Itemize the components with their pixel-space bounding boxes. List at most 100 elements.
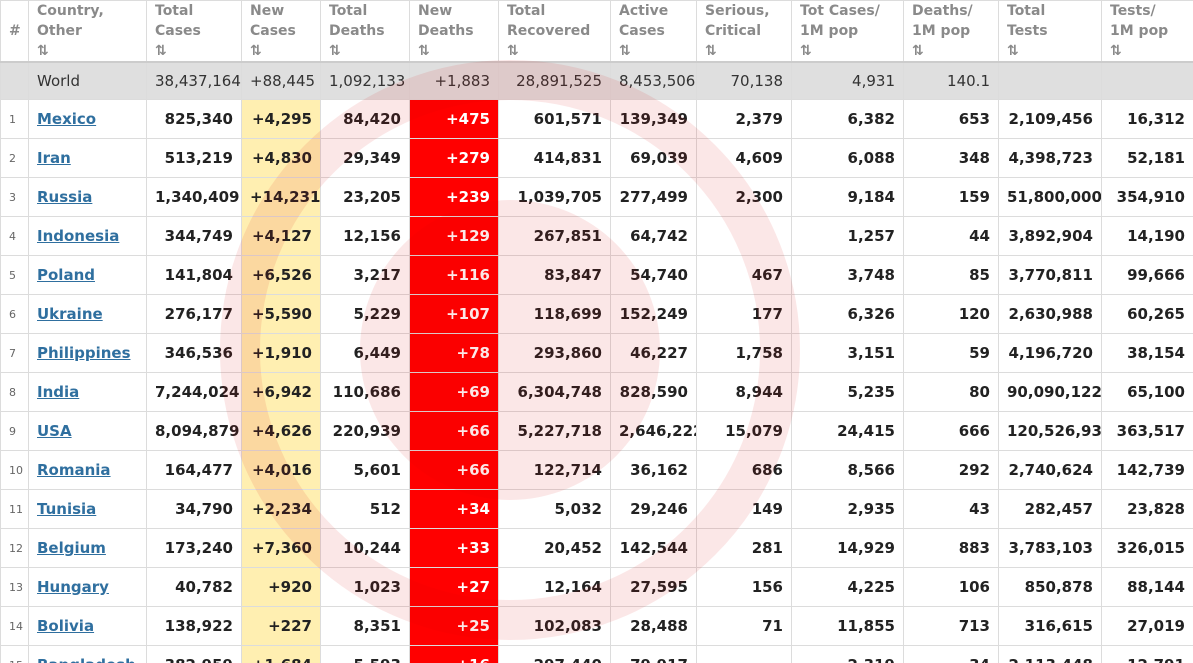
cell: 44 [903, 216, 999, 256]
cell-value: +4,626 [251, 422, 312, 440]
column-header[interactable]: Tot Cases/1M pop ⇅ [791, 0, 904, 63]
cell: 2,113,448 [998, 645, 1102, 663]
cell-value: 34,790 [175, 500, 233, 518]
column-header[interactable]: Total Deaths ⇅ [320, 0, 410, 63]
column-header[interactable]: New Deaths ⇅ [409, 0, 499, 63]
cell-value: 6,304,748 [517, 383, 602, 401]
cell-value: 1,039,705 [517, 188, 602, 206]
cell-value: 34 [969, 656, 990, 663]
cell: 38,437,164 [146, 61, 242, 100]
cell: 38,154 [1101, 333, 1193, 373]
cell: 3,783,103 [998, 528, 1102, 568]
cell: 2,935 [791, 489, 904, 529]
country-link[interactable]: Romania [37, 461, 111, 479]
cell: +66 [409, 411, 499, 451]
cell: 149 [696, 489, 792, 529]
cell: 382,959 [146, 645, 242, 663]
country-link[interactable]: Indonesia [37, 227, 120, 245]
cell-value: 40,782 [175, 578, 233, 596]
sort-icon[interactable]: ⇅ [1110, 43, 1122, 59]
column-header[interactable]: Serious, Critical ⇅ [696, 0, 792, 63]
country-link[interactable]: USA [37, 422, 72, 440]
country-link[interactable]: Poland [37, 266, 95, 284]
cell-value: +34 [456, 500, 490, 518]
sort-icon[interactable]: ⇅ [1007, 43, 1019, 59]
cell: 120,526,936 [998, 411, 1102, 451]
cell-value: 120,526,936 [1007, 422, 1102, 440]
column-header: # [0, 0, 29, 63]
cell: 6,326 [791, 294, 904, 334]
cell: 2 [0, 138, 29, 178]
cell: 414,831 [498, 138, 611, 178]
sort-icon[interactable]: ⇅ [37, 43, 49, 59]
column-header[interactable]: Active Cases ⇅ [610, 0, 697, 63]
country-row: 13 Hungary 40,782 +920 1,023 +27 12,164 27,595 1… [0, 567, 1193, 607]
country-link[interactable]: Mexico [37, 110, 97, 128]
country-link[interactable]: Russia [37, 188, 93, 206]
header-line: Cases [155, 23, 201, 39]
cell: Ukraine [28, 294, 147, 334]
sort-icon[interactable]: ⇅ [912, 43, 924, 59]
cell-value: 297,440 [534, 656, 602, 663]
cell [1101, 61, 1193, 100]
sort-icon[interactable]: ⇅ [329, 43, 341, 59]
cell-value: 164,477 [164, 461, 233, 479]
cell-value: 23,205 [343, 188, 401, 206]
cell: 653 [903, 99, 999, 139]
country-link[interactable]: Belgium [37, 539, 106, 557]
column-header[interactable]: Deaths/1M pop ⇅ [903, 0, 999, 63]
cell-value: 9,184 [847, 188, 895, 206]
country-link[interactable]: India [37, 383, 80, 401]
cell-value: 382,959 [165, 656, 233, 663]
cell: 5,032 [498, 489, 611, 529]
sort-icon[interactable]: ⇅ [800, 43, 812, 59]
cell-value: 2,630,988 [1008, 305, 1093, 323]
cell-value: 52,181 [1127, 149, 1185, 167]
cell: +25 [409, 606, 499, 646]
cell: +88,445 [241, 61, 321, 100]
cell: 3,770,811 [998, 255, 1102, 295]
column-header[interactable]: Total Tests ⇅ [998, 0, 1102, 63]
country-link[interactable]: Tunisia [37, 500, 97, 518]
cell: 666 [903, 411, 999, 451]
country-link[interactable]: Bangladesh [37, 656, 136, 663]
cell: 11,855 [791, 606, 904, 646]
column-header[interactable]: Total Cases ⇅ [146, 0, 242, 63]
cell-value: 1,340,409 [155, 188, 240, 206]
sort-icon[interactable]: ⇅ [619, 43, 631, 59]
sort-icon[interactable]: ⇅ [705, 43, 717, 59]
cell-value: 8,351 [353, 617, 401, 635]
column-header[interactable]: Total Recovered ⇅ [498, 0, 611, 63]
cell: 5,593 [320, 645, 410, 663]
cell-value: 44 [969, 227, 990, 245]
sort-icon[interactable]: ⇅ [507, 43, 519, 59]
sort-icon[interactable]: ⇅ [155, 43, 167, 59]
cell: 46,227 [610, 333, 697, 373]
cell-value: 99,666 [1127, 266, 1185, 284]
cell: 12,791 [1101, 645, 1193, 663]
column-header[interactable]: Country, Other ⇅ [28, 0, 147, 63]
country-link[interactable]: Iran [37, 149, 71, 167]
cell-value: 16,312 [1127, 110, 1185, 128]
cell: 88,144 [1101, 567, 1193, 607]
cell: +920 [241, 567, 321, 607]
country-link[interactable]: Bolivia [37, 617, 95, 635]
cell-value: 601,571 [533, 110, 602, 128]
cell: +227 [241, 606, 321, 646]
cell: 293,860 [498, 333, 611, 373]
sort-icon[interactable]: ⇅ [418, 43, 430, 59]
country-row: 12 Belgium 173,240 +7,360 10,244 +33 20,452 142… [0, 528, 1193, 568]
cell: 883 [903, 528, 999, 568]
column-header[interactable]: Tests/1M pop ⇅ [1101, 0, 1193, 63]
country-link[interactable]: Hungary [37, 578, 109, 596]
cell: 5,227,718 [498, 411, 611, 451]
sort-icon[interactable]: ⇅ [250, 43, 262, 59]
cell-value: 3,151 [847, 344, 895, 362]
cell: 2,740,624 [998, 450, 1102, 490]
cell: 34 [903, 645, 999, 663]
column-header[interactable]: New Cases ⇅ [241, 0, 321, 63]
country-link[interactable]: Ukraine [37, 305, 103, 323]
cell: 106 [903, 567, 999, 607]
country-link[interactable]: Philippines [37, 344, 131, 362]
header-line: Cases [250, 23, 296, 39]
